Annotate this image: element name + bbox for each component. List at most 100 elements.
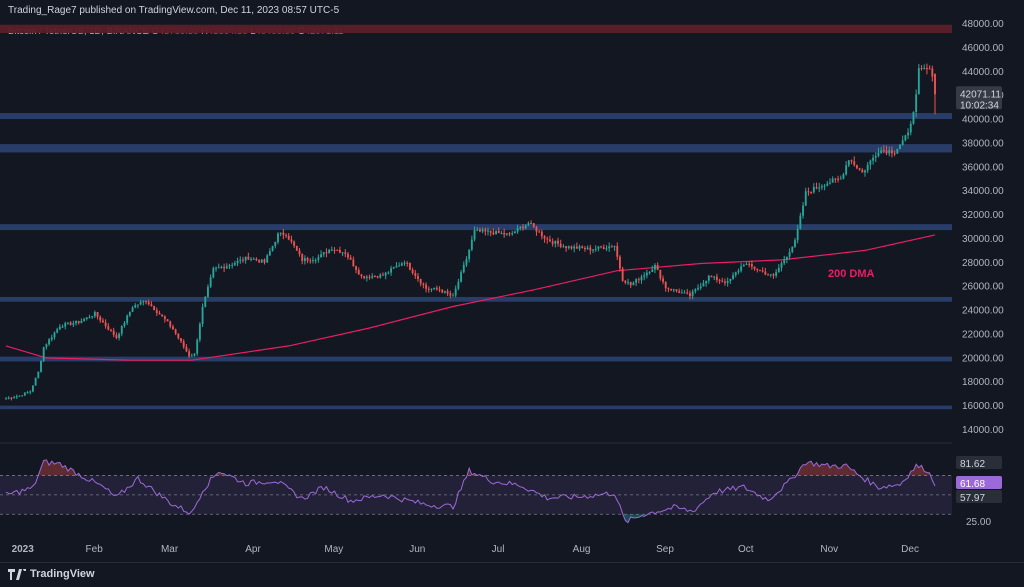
candle-body[interactable] [748, 264, 750, 265]
candle-body[interactable] [514, 232, 516, 233]
candle-body[interactable] [808, 191, 810, 192]
candle-body[interactable] [242, 260, 244, 261]
candle-body[interactable] [665, 282, 667, 288]
candle-body[interactable] [13, 397, 15, 398]
candle-body[interactable] [536, 227, 538, 232]
candle-body[interactable] [336, 250, 338, 251]
candle-body[interactable] [199, 324, 201, 340]
candle-body[interactable] [926, 68, 928, 69]
candle-body[interactable] [105, 322, 107, 326]
candle-body[interactable] [810, 192, 812, 193]
candle-body[interactable] [716, 277, 718, 280]
candle-body[interactable] [89, 317, 91, 318]
candle-body[interactable] [826, 183, 828, 185]
price-axis[interactable]: 48000.0046000.0044000.0042000.0040000.00… [962, 19, 1004, 436]
candle-body[interactable] [457, 282, 459, 289]
candle-body[interactable] [506, 233, 508, 234]
candle-body[interactable] [463, 265, 465, 272]
candle-body[interactable] [334, 250, 336, 251]
candle-body[interactable] [606, 248, 608, 249]
candle-body[interactable] [495, 231, 497, 235]
candle-body[interactable] [51, 337, 53, 339]
candle-body[interactable] [689, 293, 691, 296]
candle-body[interactable] [934, 74, 936, 95]
candle-body[interactable] [517, 228, 519, 232]
candle-body[interactable] [344, 252, 346, 253]
candle-body[interactable] [544, 236, 546, 238]
candle-body[interactable] [237, 261, 239, 263]
candle-body[interactable] [379, 275, 381, 278]
candle-body[interactable] [727, 281, 729, 283]
candle-body[interactable] [431, 289, 433, 290]
candle-body[interactable] [681, 293, 683, 294]
candle-body[interactable] [740, 266, 742, 270]
candle-body[interactable] [557, 241, 559, 244]
candle-body[interactable] [554, 241, 556, 244]
candle-body[interactable] [460, 272, 462, 282]
candle-body[interactable] [121, 326, 123, 334]
candle-body[interactable] [239, 260, 241, 261]
candle-body[interactable] [447, 291, 449, 293]
candle-body[interactable] [915, 94, 917, 112]
candle-body[interactable] [476, 230, 478, 231]
candle-body[interactable] [643, 275, 645, 276]
candle-body[interactable] [794, 240, 796, 247]
candle-body[interactable] [293, 242, 295, 246]
candle-body[interactable] [159, 313, 161, 314]
candle-body[interactable] [824, 186, 826, 187]
candle-body[interactable] [875, 156, 877, 158]
candle-body[interactable] [102, 321, 104, 323]
candle-body[interactable] [64, 323, 66, 326]
candle-body[interactable] [573, 247, 575, 249]
candle-body[interactable] [91, 316, 93, 317]
candle-body[interactable] [180, 338, 182, 341]
candle-body[interactable] [484, 230, 486, 232]
candle-body[interactable] [600, 246, 602, 247]
candle-body[interactable] [805, 191, 807, 205]
candle-body[interactable] [132, 307, 134, 311]
candle-body[interactable] [899, 145, 901, 149]
candle-body[interactable] [86, 317, 88, 319]
candle-body[interactable] [350, 258, 352, 260]
candle-body[interactable] [261, 260, 263, 263]
candle-body[interactable] [867, 165, 869, 171]
candle-body[interactable] [161, 314, 163, 316]
candle-body[interactable] [110, 330, 112, 331]
candle-body[interactable] [290, 240, 292, 242]
candle-body[interactable] [622, 269, 624, 281]
candle-body[interactable] [16, 396, 18, 397]
candle-body[interactable] [783, 260, 785, 263]
candle-body[interactable] [223, 267, 225, 268]
candle-body[interactable] [651, 269, 653, 271]
candle-body[interactable] [692, 291, 694, 296]
candle-body[interactable] [834, 179, 836, 180]
candle-body[interactable] [342, 252, 344, 253]
candle-body[interactable] [134, 305, 136, 307]
candle-body[interactable] [888, 150, 890, 153]
candle-body[interactable] [527, 223, 529, 225]
candle-body[interactable] [848, 160, 850, 165]
candle-body[interactable] [27, 392, 29, 393]
candle-body[interactable] [743, 265, 745, 266]
candle-body[interactable] [627, 282, 629, 283]
tradingview-brand[interactable]: TradingView [30, 568, 95, 580]
candle-body[interactable] [183, 341, 185, 347]
candle-body[interactable] [312, 260, 314, 261]
candle-body[interactable] [417, 276, 419, 279]
candle-body[interactable] [616, 246, 618, 257]
candle-body[interactable] [10, 398, 12, 399]
candle-body[interactable] [775, 272, 777, 276]
candle-body[interactable] [35, 378, 37, 386]
candle-body[interactable] [649, 272, 651, 273]
candle-body[interactable] [735, 272, 737, 275]
candle-body[interactable] [363, 276, 365, 278]
candle-body[interactable] [317, 257, 319, 259]
candle-body[interactable] [420, 279, 422, 283]
candle-body[interactable] [832, 179, 834, 183]
candle-body[interactable] [355, 266, 357, 270]
candle-body[interactable] [837, 179, 839, 180]
candle-body[interactable] [878, 153, 880, 156]
candle-body[interactable] [126, 316, 128, 323]
candle-body[interactable] [869, 161, 871, 165]
